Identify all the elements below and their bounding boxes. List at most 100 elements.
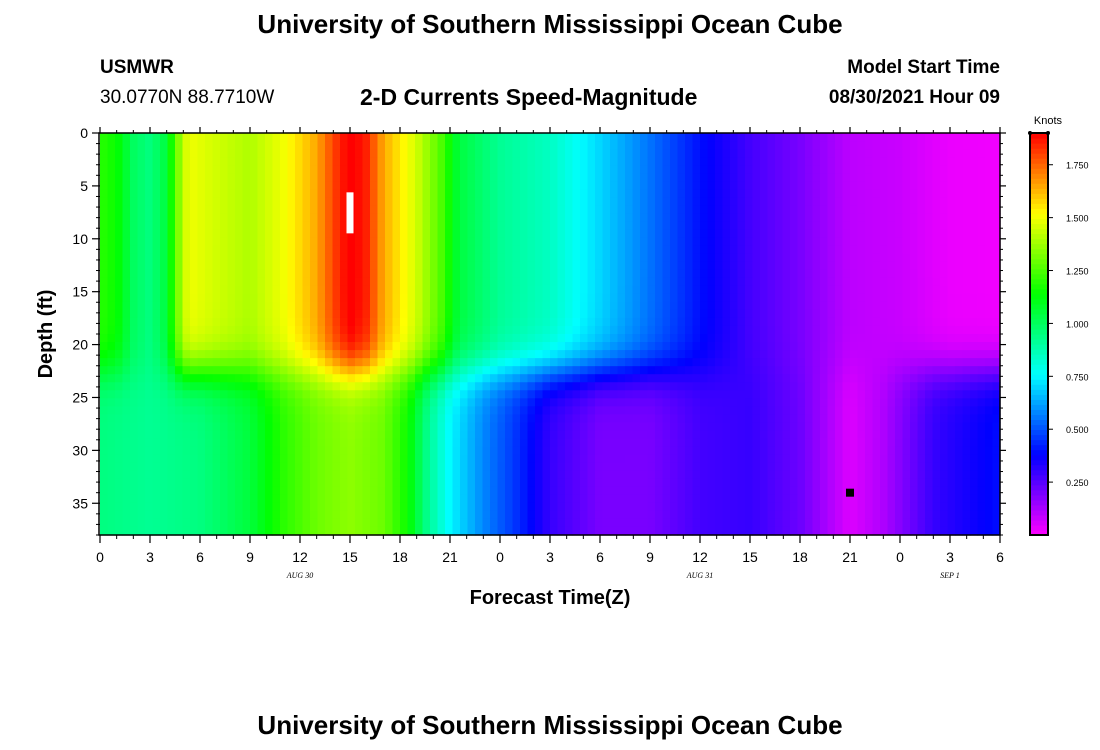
heatmap-cell [767,478,776,488]
heatmap-cell [385,398,394,407]
heatmap-cell [167,446,176,456]
heatmap-cell [152,454,161,464]
heatmap-cell [430,149,439,158]
heatmap-cell [542,374,551,383]
heatmap-cell [490,141,499,150]
heatmap-cell [310,374,319,383]
heatmap-cell [677,398,686,407]
heatmap-cell [707,486,716,496]
heatmap-cell [347,398,356,407]
heatmap-cell [355,478,364,488]
heatmap-cell [715,422,724,432]
heatmap-cell [512,486,521,496]
heatmap-cell [302,181,311,190]
heatmap-cell [370,390,379,399]
heatmap-cell [257,309,266,319]
heatmap-cell [580,309,589,319]
heatmap-cell [190,253,199,263]
heatmap-cell [617,366,626,375]
heatmap-cell [805,494,814,504]
heatmap-cell [407,478,416,488]
heatmap-cell [257,149,266,158]
heatmap-cell [505,325,514,335]
heatmap-cell [647,494,656,504]
heatmap-cell [497,454,506,464]
heatmap-cell [512,414,521,424]
heatmap-cell [662,181,671,190]
heatmap-cell [332,390,341,399]
heatmap-cell [722,285,731,295]
heatmap-cell [437,325,446,335]
heatmap-cell [670,398,679,407]
heatmap-cell [265,141,274,150]
heatmap-cell [197,526,206,536]
heatmap-cell [632,462,641,472]
heatmap-cell [617,277,626,287]
heatmap-cell [767,317,776,327]
heatmap-cell [842,334,851,343]
heatmap-cell [280,366,289,375]
heatmap-cell [280,293,289,303]
heatmap-cell [437,317,446,327]
heatmap-cell [625,237,634,247]
heatmap-cell [197,518,206,528]
heatmap-cell [790,253,799,263]
heatmap-cell [475,526,484,536]
heatmap-cell [602,149,611,158]
heatmap-cell [467,374,476,383]
heatmap-cell [235,157,244,166]
heatmap-cell [310,189,319,198]
heatmap-cell [287,518,296,528]
heatmap-cell [167,414,176,424]
heatmap-cell [280,510,289,520]
heatmap-cell [310,502,319,512]
heatmap-cell [505,518,514,528]
heatmap-cell [722,165,731,174]
heatmap-cell [317,165,326,174]
heatmap-cell [587,486,596,496]
heatmap-cell [842,301,851,311]
heatmap-cell [190,454,199,464]
heatmap-cell [475,438,484,448]
heatmap-cell [572,374,581,383]
heatmap-cell [685,197,694,206]
heatmap-cell [272,325,281,335]
heatmap-cell [745,334,754,343]
heatmap-cell [137,197,146,206]
heatmap-cell [512,245,521,255]
heatmap-cell [520,510,529,520]
heatmap-cell [460,526,469,536]
heatmap-cell [752,526,761,536]
heatmap-cell [370,237,379,247]
heatmap-cell [197,165,206,174]
heatmap-cell [557,470,566,480]
heatmap-cell [392,342,401,351]
heatmap-cell [602,486,611,496]
heatmap-cell [235,269,244,279]
heatmap-cell [655,237,664,247]
heatmap-cell [662,382,671,391]
heatmap-cell [122,261,131,271]
heatmap-cell [445,366,454,375]
heatmap-cell [452,173,461,182]
heatmap-cell [587,406,596,415]
heatmap-cell [587,213,596,223]
heatmap-cell [220,462,229,472]
heatmap-cell [137,285,146,295]
heatmap-cell [115,181,124,190]
heatmap-cell [160,205,169,214]
heatmap-cell [677,237,686,247]
heatmap-cell [662,374,671,383]
heatmap-cell [550,237,559,247]
heatmap-cell [310,325,319,335]
heatmap-cell [677,526,686,536]
heatmap-cell [445,269,454,279]
heatmap-cell [512,366,521,375]
heatmap-cell [145,325,154,335]
heatmap-cell [475,301,484,311]
heatmap-cell [715,382,724,391]
heatmap-cell [302,494,311,504]
heatmap-cell [677,157,686,166]
heatmap-cell [107,510,116,520]
heatmap-cell [445,334,454,343]
